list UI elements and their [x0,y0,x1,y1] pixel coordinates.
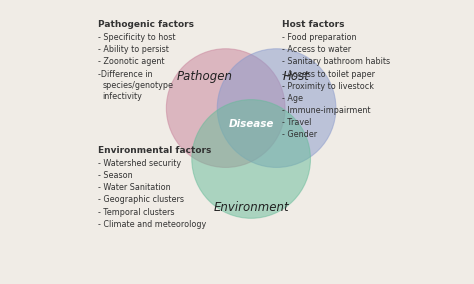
Circle shape [192,100,310,218]
Text: species/genotype: species/genotype [102,81,173,90]
Text: - Access to toilet paper: - Access to toilet paper [282,70,375,79]
Text: Pathogen: Pathogen [176,70,233,83]
Text: - Specificity to host: - Specificity to host [98,33,175,42]
Text: - Food preparation: - Food preparation [282,33,357,42]
Text: Host factors: Host factors [282,20,345,30]
Text: - Watershed security: - Watershed security [98,159,181,168]
Text: Disease: Disease [228,119,274,129]
Text: - Temporal clusters: - Temporal clusters [98,208,174,217]
Circle shape [166,49,285,168]
Text: Host: Host [283,70,310,83]
Text: - Gender: - Gender [282,130,317,139]
Circle shape [217,49,336,168]
Text: - Proximity to livestock: - Proximity to livestock [282,82,374,91]
Text: - Travel: - Travel [282,118,311,127]
Text: Environment: Environment [213,201,289,214]
Text: - Sanitary bathroom habits: - Sanitary bathroom habits [282,57,391,66]
Text: - Access to water: - Access to water [282,45,351,54]
Text: - Age: - Age [282,94,303,103]
Text: -Difference in: -Difference in [98,70,153,79]
Text: - Zoonotic agent: - Zoonotic agent [98,57,164,66]
Text: Pathogenic factors: Pathogenic factors [98,20,194,30]
Text: - Season: - Season [98,171,133,180]
Text: - Climate and meteorology: - Climate and meteorology [98,220,206,229]
Text: - Geographic clusters: - Geographic clusters [98,195,184,204]
Text: - Immune-impairment: - Immune-impairment [282,106,371,115]
Text: infectivity: infectivity [102,92,142,101]
Text: - Water Sanitation: - Water Sanitation [98,183,171,192]
Text: Environmental factors: Environmental factors [98,146,211,155]
Text: - Ability to persist: - Ability to persist [98,45,169,54]
